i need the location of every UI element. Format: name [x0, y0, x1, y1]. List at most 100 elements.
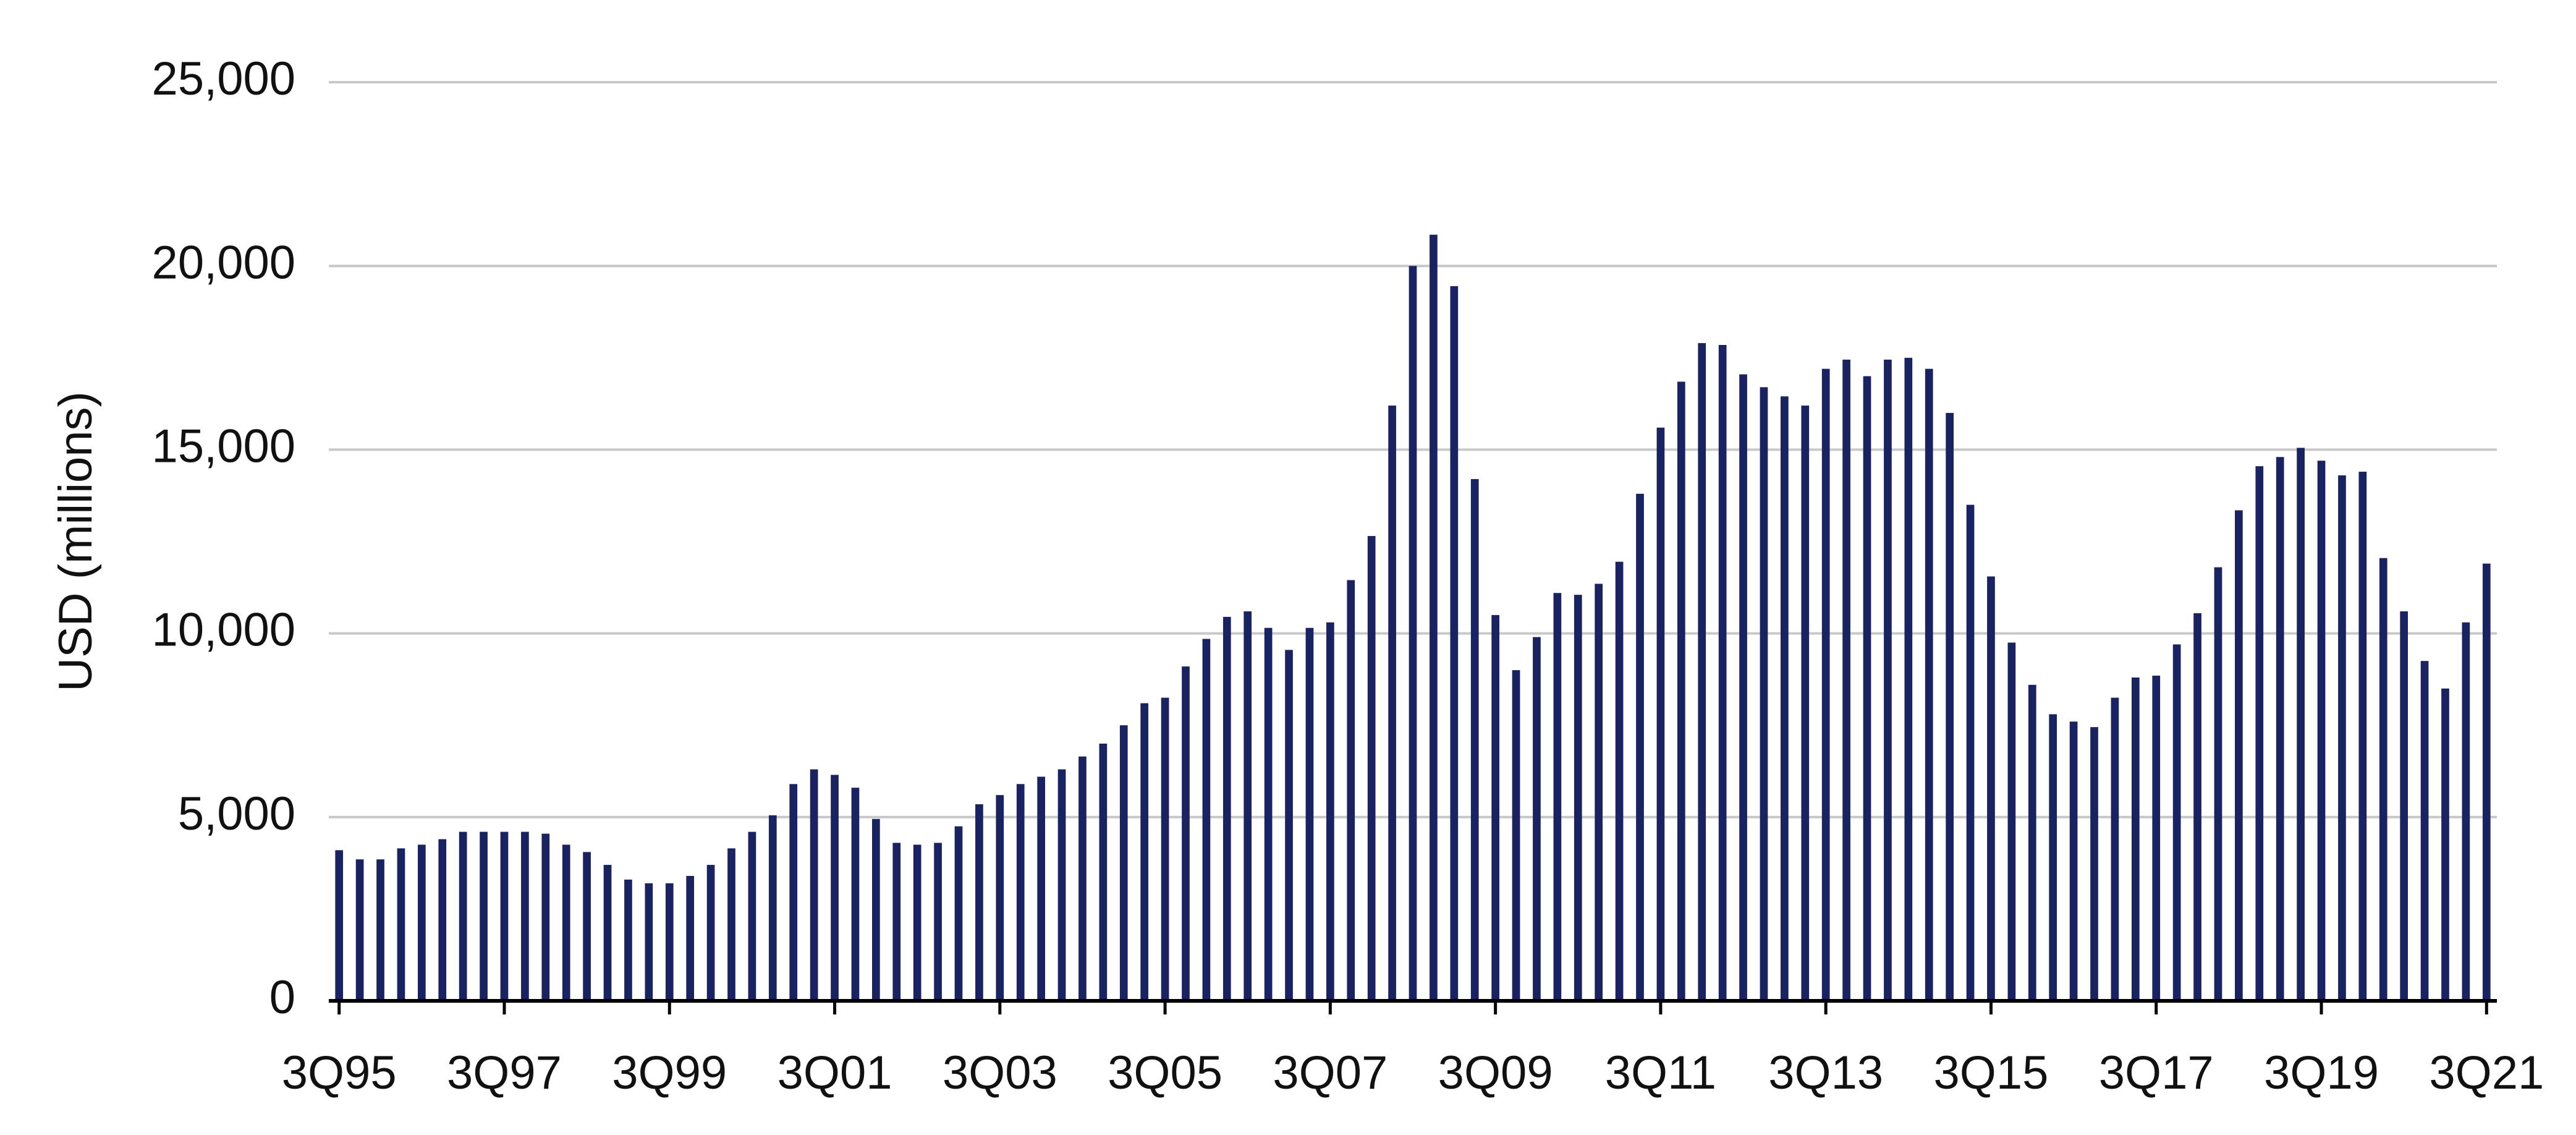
bar	[1987, 576, 1995, 1001]
bar	[1264, 627, 1273, 1001]
bar	[562, 844, 570, 1001]
bar	[1367, 536, 1376, 1001]
x-tick-label: 3Q05	[1108, 1047, 1222, 1099]
bar	[603, 865, 612, 1001]
bar	[996, 795, 1004, 1001]
bar	[1161, 697, 1169, 1001]
bar	[1739, 374, 1747, 1001]
x-tick-label: 3Q13	[1768, 1047, 1883, 1099]
bar	[748, 831, 756, 1001]
bar	[1884, 359, 1892, 1001]
bar	[1574, 595, 1582, 1001]
bar	[1863, 376, 1871, 1001]
bar	[1222, 616, 1231, 1001]
y-tick-label: 15,000	[152, 420, 295, 472]
bar	[2338, 475, 2346, 1001]
bar	[1553, 593, 1562, 1001]
bar	[2482, 563, 2491, 1001]
bar	[892, 843, 901, 1001]
y-tick-label: 25,000	[152, 53, 295, 105]
bar	[1409, 266, 1417, 1001]
bar	[975, 804, 983, 1001]
bar	[1595, 584, 1603, 1001]
bar	[2358, 472, 2367, 1001]
bar	[2297, 448, 2305, 1001]
bar	[1698, 343, 1706, 1001]
x-tick-label: 3Q15	[1934, 1047, 2049, 1099]
bar	[1182, 666, 1190, 1001]
bar	[810, 769, 818, 1001]
bar	[480, 831, 488, 1001]
bar	[706, 865, 715, 1001]
bar	[1388, 406, 1396, 1001]
bar	[872, 818, 880, 1001]
bar	[2172, 644, 2181, 1001]
bar	[1491, 614, 1499, 1001]
bar	[1119, 725, 1128, 1001]
bar	[2317, 461, 2326, 1001]
bar	[376, 859, 384, 1001]
bar	[2028, 684, 2036, 1001]
bar	[934, 843, 942, 1001]
bar	[686, 875, 695, 1001]
x-tick-label: 3Q01	[777, 1047, 892, 1099]
bar	[851, 788, 860, 1001]
bar	[2193, 613, 2201, 1001]
bar	[665, 883, 674, 1001]
bar	[1078, 756, 1087, 1001]
bar	[1347, 580, 1355, 1001]
bar	[1966, 504, 1975, 1001]
bar	[913, 844, 922, 1001]
bar	[2400, 611, 2409, 1001]
x-tick-label: 3Q11	[1605, 1047, 1716, 1099]
bar	[1925, 368, 1933, 1001]
bar	[2420, 661, 2429, 1001]
x-tick-label: 3Q17	[2099, 1047, 2214, 1099]
x-tick-label: 3Q21	[2429, 1047, 2544, 1099]
bar	[1016, 784, 1025, 1001]
bar	[1285, 650, 1293, 1001]
bar	[583, 852, 591, 1001]
bar	[521, 831, 529, 1001]
x-tick-label: 3Q19	[2264, 1047, 2379, 1099]
bar	[2111, 697, 2119, 1001]
bar	[1099, 743, 1108, 1001]
bar	[438, 839, 447, 1001]
x-tick-label: 3Q95	[282, 1047, 397, 1099]
bar	[1057, 769, 1066, 1001]
bar	[2069, 721, 2078, 1001]
bar	[1781, 396, 1789, 1001]
bar	[1140, 703, 1149, 1001]
bar	[727, 848, 735, 1001]
bar	[1244, 611, 1252, 1001]
bar	[1946, 412, 1954, 1001]
bar	[1430, 234, 1438, 1001]
bar	[645, 883, 653, 1001]
bar	[355, 859, 364, 1001]
bar	[1656, 427, 1665, 1001]
bar	[2152, 675, 2161, 1001]
bar	[1305, 627, 1314, 1001]
x-tick-label: 3Q07	[1273, 1047, 1388, 1099]
bar	[2379, 558, 2387, 1001]
y-tick-label: 20,000	[152, 236, 295, 289]
bar	[1037, 776, 1045, 1001]
bar	[1533, 637, 1541, 1001]
bar	[459, 831, 467, 1001]
bar	[2090, 727, 2098, 1001]
bar	[1760, 387, 1768, 1001]
bar	[954, 826, 963, 1001]
bar	[1677, 381, 1685, 1001]
bar	[624, 879, 632, 1001]
bar	[1842, 359, 1850, 1001]
bar	[2214, 567, 2222, 1001]
bar	[1615, 561, 1624, 1001]
bar	[1326, 622, 1334, 1001]
y-axis-title: USD (millions)	[49, 391, 102, 692]
bar	[1821, 368, 1830, 1001]
bar	[2131, 677, 2140, 1001]
x-tick-label: 3Q09	[1438, 1047, 1553, 1099]
bar	[2049, 714, 2057, 1001]
x-tick-label: 3Q03	[943, 1047, 1057, 1099]
